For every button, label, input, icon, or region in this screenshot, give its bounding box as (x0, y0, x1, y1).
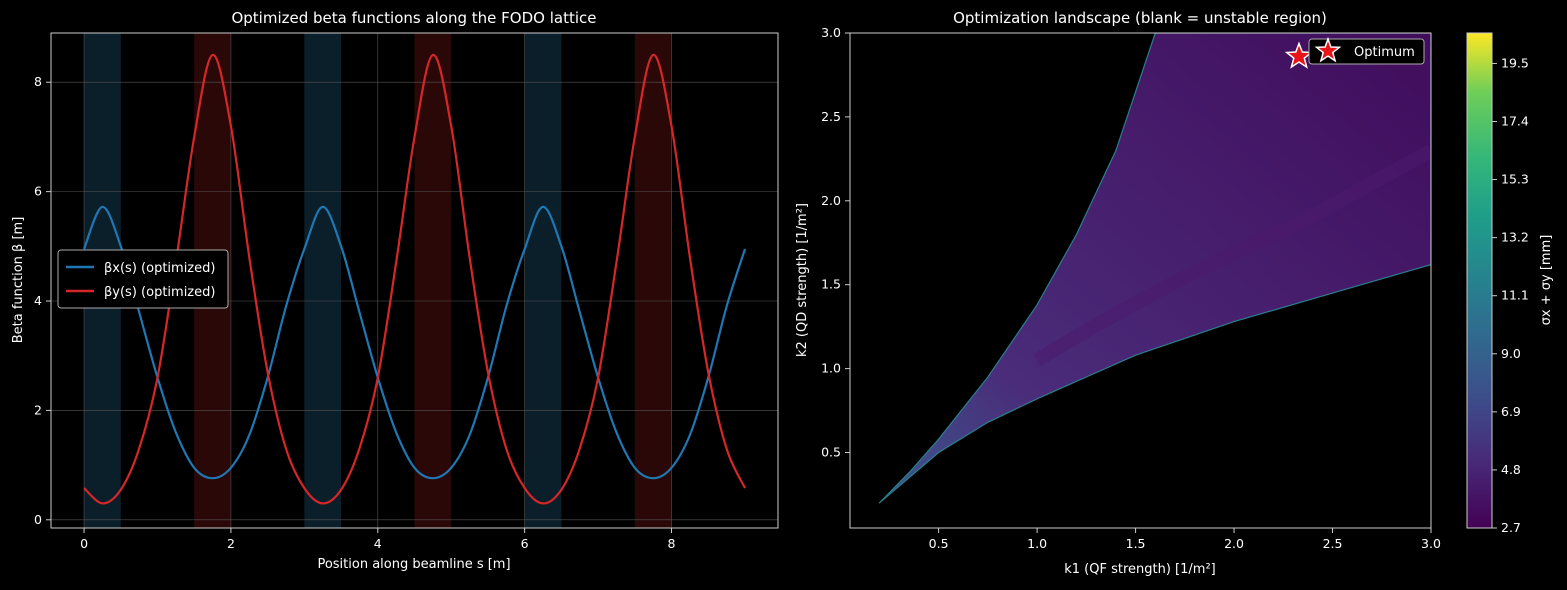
qf-band-2 (524, 33, 562, 528)
right-xtick-label-1: 1.0 (1027, 536, 1047, 551)
right-xtick-label-0: 0.5 (929, 536, 949, 551)
legend-star-icon (1314, 36, 1342, 63)
cbar-tick-label-6: 15.3 (1501, 172, 1529, 187)
left-ytick-label-4: 8 (34, 74, 42, 89)
qf-band-1 (304, 33, 342, 528)
right-ytick-label-4: 2.5 (821, 109, 841, 124)
left-x-axis-label: Position along beamline s [m] (317, 557, 510, 572)
left-y-ticks: 0 2 4 6 8 (34, 74, 51, 527)
beta-lines (82, 53, 747, 505)
legend-beta-x-label: βx(s) (optimized) (104, 261, 215, 276)
left-ytick-label-2: 4 (34, 293, 42, 308)
left-legend: βx(s) (optimized) βy(s) (optimized) (57, 249, 229, 309)
left-ytick-label-1: 2 (34, 402, 42, 417)
optimum-star-marker (1284, 41, 1314, 69)
cost-contour (1033, 144, 1431, 367)
right-plot-frame (849, 32, 1432, 529)
quadrupole-regions (84, 33, 672, 528)
qd-band-2 (634, 33, 672, 528)
colorbar-ticks: 2.7 4.8 6.9 9.0 11.1 13.2 15.3 17.4 19.5 (1492, 55, 1529, 535)
cbar-tick-label-5: 13.2 (1501, 230, 1529, 245)
right-ytick-label-1: 1.0 (821, 361, 841, 376)
legend-optimum-label: Optimum (1354, 45, 1415, 60)
right-xtick-label-3: 2.0 (1224, 536, 1244, 551)
left-legend-box (57, 249, 229, 309)
right-chart-title: Optimization landscape (blank = unstable… (953, 9, 1327, 27)
right-xtick-label-2: 1.5 (1126, 536, 1146, 551)
left-ytick-label-0: 0 (34, 512, 42, 527)
qd-band-1 (414, 33, 452, 528)
right-y-ticks: 0.5 1.0 1.5 2.0 2.5 3.0 (821, 25, 850, 459)
right-legend-box (1308, 38, 1425, 65)
cbar-tick-label-0: 2.7 (1501, 520, 1521, 535)
left-chart-title: Optimized beta functions along the FODO … (231, 9, 596, 27)
beta-line-1 (83, 53, 746, 505)
beta-function-chart: Optimized beta functions along the FODO … (11, 9, 779, 572)
right-x-axis-label: k1 (QF strength) [1/m²] (1064, 562, 1215, 577)
cbar-tick-label-3: 9.0 (1501, 346, 1521, 361)
right-xtick-label-4: 2.5 (1323, 536, 1343, 551)
left-xtick-label-0: 0 (80, 536, 88, 551)
colorbar-label: σx + σy [mm] (1539, 235, 1554, 326)
cbar-tick-label-8: 19.5 (1501, 55, 1529, 70)
left-y-axis-label: Beta function β [m] (11, 217, 26, 344)
cbar-tick-label-4: 11.1 (1501, 288, 1529, 303)
left-xtick-label-1: 2 (227, 536, 235, 551)
right-ytick-label-2: 1.5 (821, 277, 841, 292)
beta-line-0 (82, 205, 747, 480)
right-legend: Optimum (1308, 36, 1425, 65)
right-ytick-label-5: 3.0 (821, 25, 841, 40)
stable-region (878, 33, 1431, 504)
cbar-tick-label-1: 4.8 (1501, 462, 1521, 477)
left-xtick-label-4: 8 (668, 536, 676, 551)
left-grid (51, 33, 778, 528)
right-y-axis-label: k2 (QD strength) [1/m²] (795, 203, 810, 357)
legend-beta-y-label: βy(s) (optimized) (104, 285, 215, 300)
right-xtick-label-5: 3.0 (1421, 536, 1441, 551)
colorbar-gradient (1466, 32, 1493, 529)
left-xtick-label-2: 4 (374, 536, 382, 551)
right-ytick-label-0: 0.5 (821, 444, 841, 459)
left-xtick-label-3: 6 (521, 536, 529, 551)
right-x-ticks: 0.5 1.0 1.5 2.0 2.5 3.0 (929, 528, 1441, 551)
colorbar: 2.7 4.8 6.9 9.0 11.1 13.2 15.3 17.4 19.5 σx + σy… (1466, 32, 1554, 535)
right-ytick-label-3: 2.0 (821, 193, 841, 208)
cbar-tick-label-2: 6.9 (1501, 404, 1521, 419)
left-ytick-label-3: 6 (34, 184, 42, 199)
cbar-tick-label-7: 17.4 (1501, 113, 1529, 128)
left-plot-frame (50, 32, 779, 529)
optimization-landscape-chart: Optimization landscape (blank = unstable… (795, 9, 1554, 577)
left-x-ticks: 0 2 4 6 8 (80, 528, 676, 551)
